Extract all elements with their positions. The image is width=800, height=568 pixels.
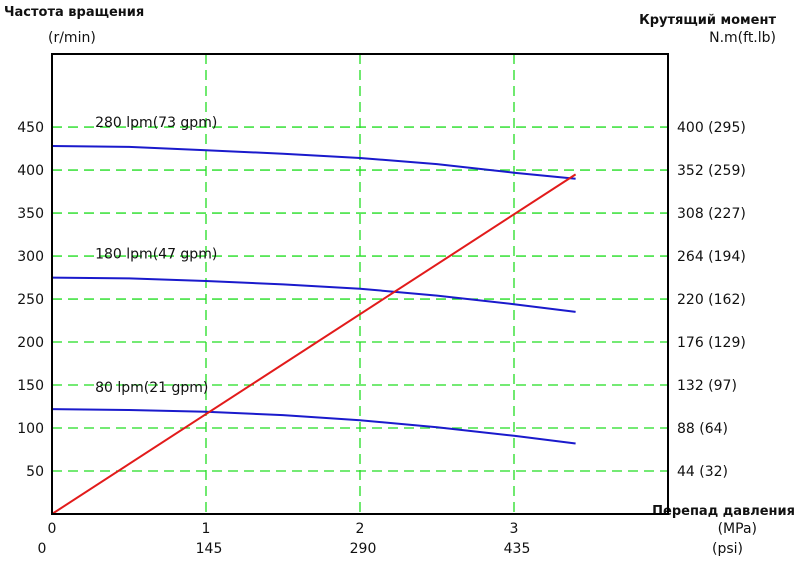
- x-axis-title: Перепад давления: [652, 504, 795, 519]
- right-axis-unit: N.m(ft.lb): [709, 30, 776, 46]
- right-tick-label: 400 (295): [677, 120, 746, 136]
- right-tick-label: 308 (227): [677, 206, 746, 222]
- speed-curve: [51, 276, 576, 313]
- right-tick-label: 220 (162): [677, 292, 746, 308]
- series-label: 80 lpm(21 gpm): [95, 380, 208, 396]
- grid: [52, 54, 668, 514]
- right-tick-label: 264 (194): [677, 249, 746, 265]
- speed-curve: [51, 145, 576, 180]
- right-tick-label: 88 (64): [677, 421, 728, 437]
- x-tick-psi: 0: [38, 541, 47, 557]
- right-tick-label: 352 (259): [677, 163, 746, 179]
- left-tick-label: 450: [17, 120, 44, 136]
- right-tick-label: 44 (32): [677, 464, 728, 480]
- series-label: 180 lpm(47 gpm): [95, 247, 217, 263]
- series-label: 280 lpm(73 gpm): [95, 115, 217, 131]
- x-axis-unit-psi: (psi): [712, 541, 743, 557]
- left-tick-label: 50: [26, 464, 44, 480]
- left-tick-label: 250: [17, 292, 44, 308]
- right-axis-title: Крутящий момент: [639, 13, 776, 28]
- plot-frame: [51, 53, 669, 515]
- x-tick-psi: 290: [350, 541, 377, 557]
- torque-line: [51, 173, 577, 515]
- x-tick-psi: 145: [196, 541, 223, 557]
- right-tick-label: 176 (129): [677, 335, 746, 351]
- x-tick-mpa: 0: [48, 521, 57, 537]
- x-tick-mpa: 2: [356, 521, 365, 537]
- x-tick-mpa: 3: [510, 521, 519, 537]
- tick-labels: 50 44 (32)100 88 (64)150 132 (97)200 176 (12…: [17, 120, 746, 557]
- left-axis-title: Частота вращения: [4, 5, 144, 20]
- series-lines: 280 lpm(73 gpm) 180 lpm(47 gpm) 80 lpm(21 …: [51, 115, 577, 515]
- right-tick-label: 132 (97): [677, 378, 737, 394]
- x-tick-psi: 435: [504, 541, 531, 557]
- speed-curve: [51, 408, 576, 445]
- left-axis-unit: (r/min): [48, 30, 96, 46]
- x-tick-mpa: 1: [202, 521, 211, 537]
- x-axis-unit-mpa: (MPa): [718, 521, 757, 537]
- left-tick-label: 400: [17, 163, 44, 179]
- left-tick-label: 200: [17, 335, 44, 351]
- left-tick-label: 150: [17, 378, 44, 394]
- left-tick-label: 100: [17, 421, 44, 437]
- left-tick-label: 300: [17, 249, 44, 265]
- left-tick-label: 350: [17, 206, 44, 222]
